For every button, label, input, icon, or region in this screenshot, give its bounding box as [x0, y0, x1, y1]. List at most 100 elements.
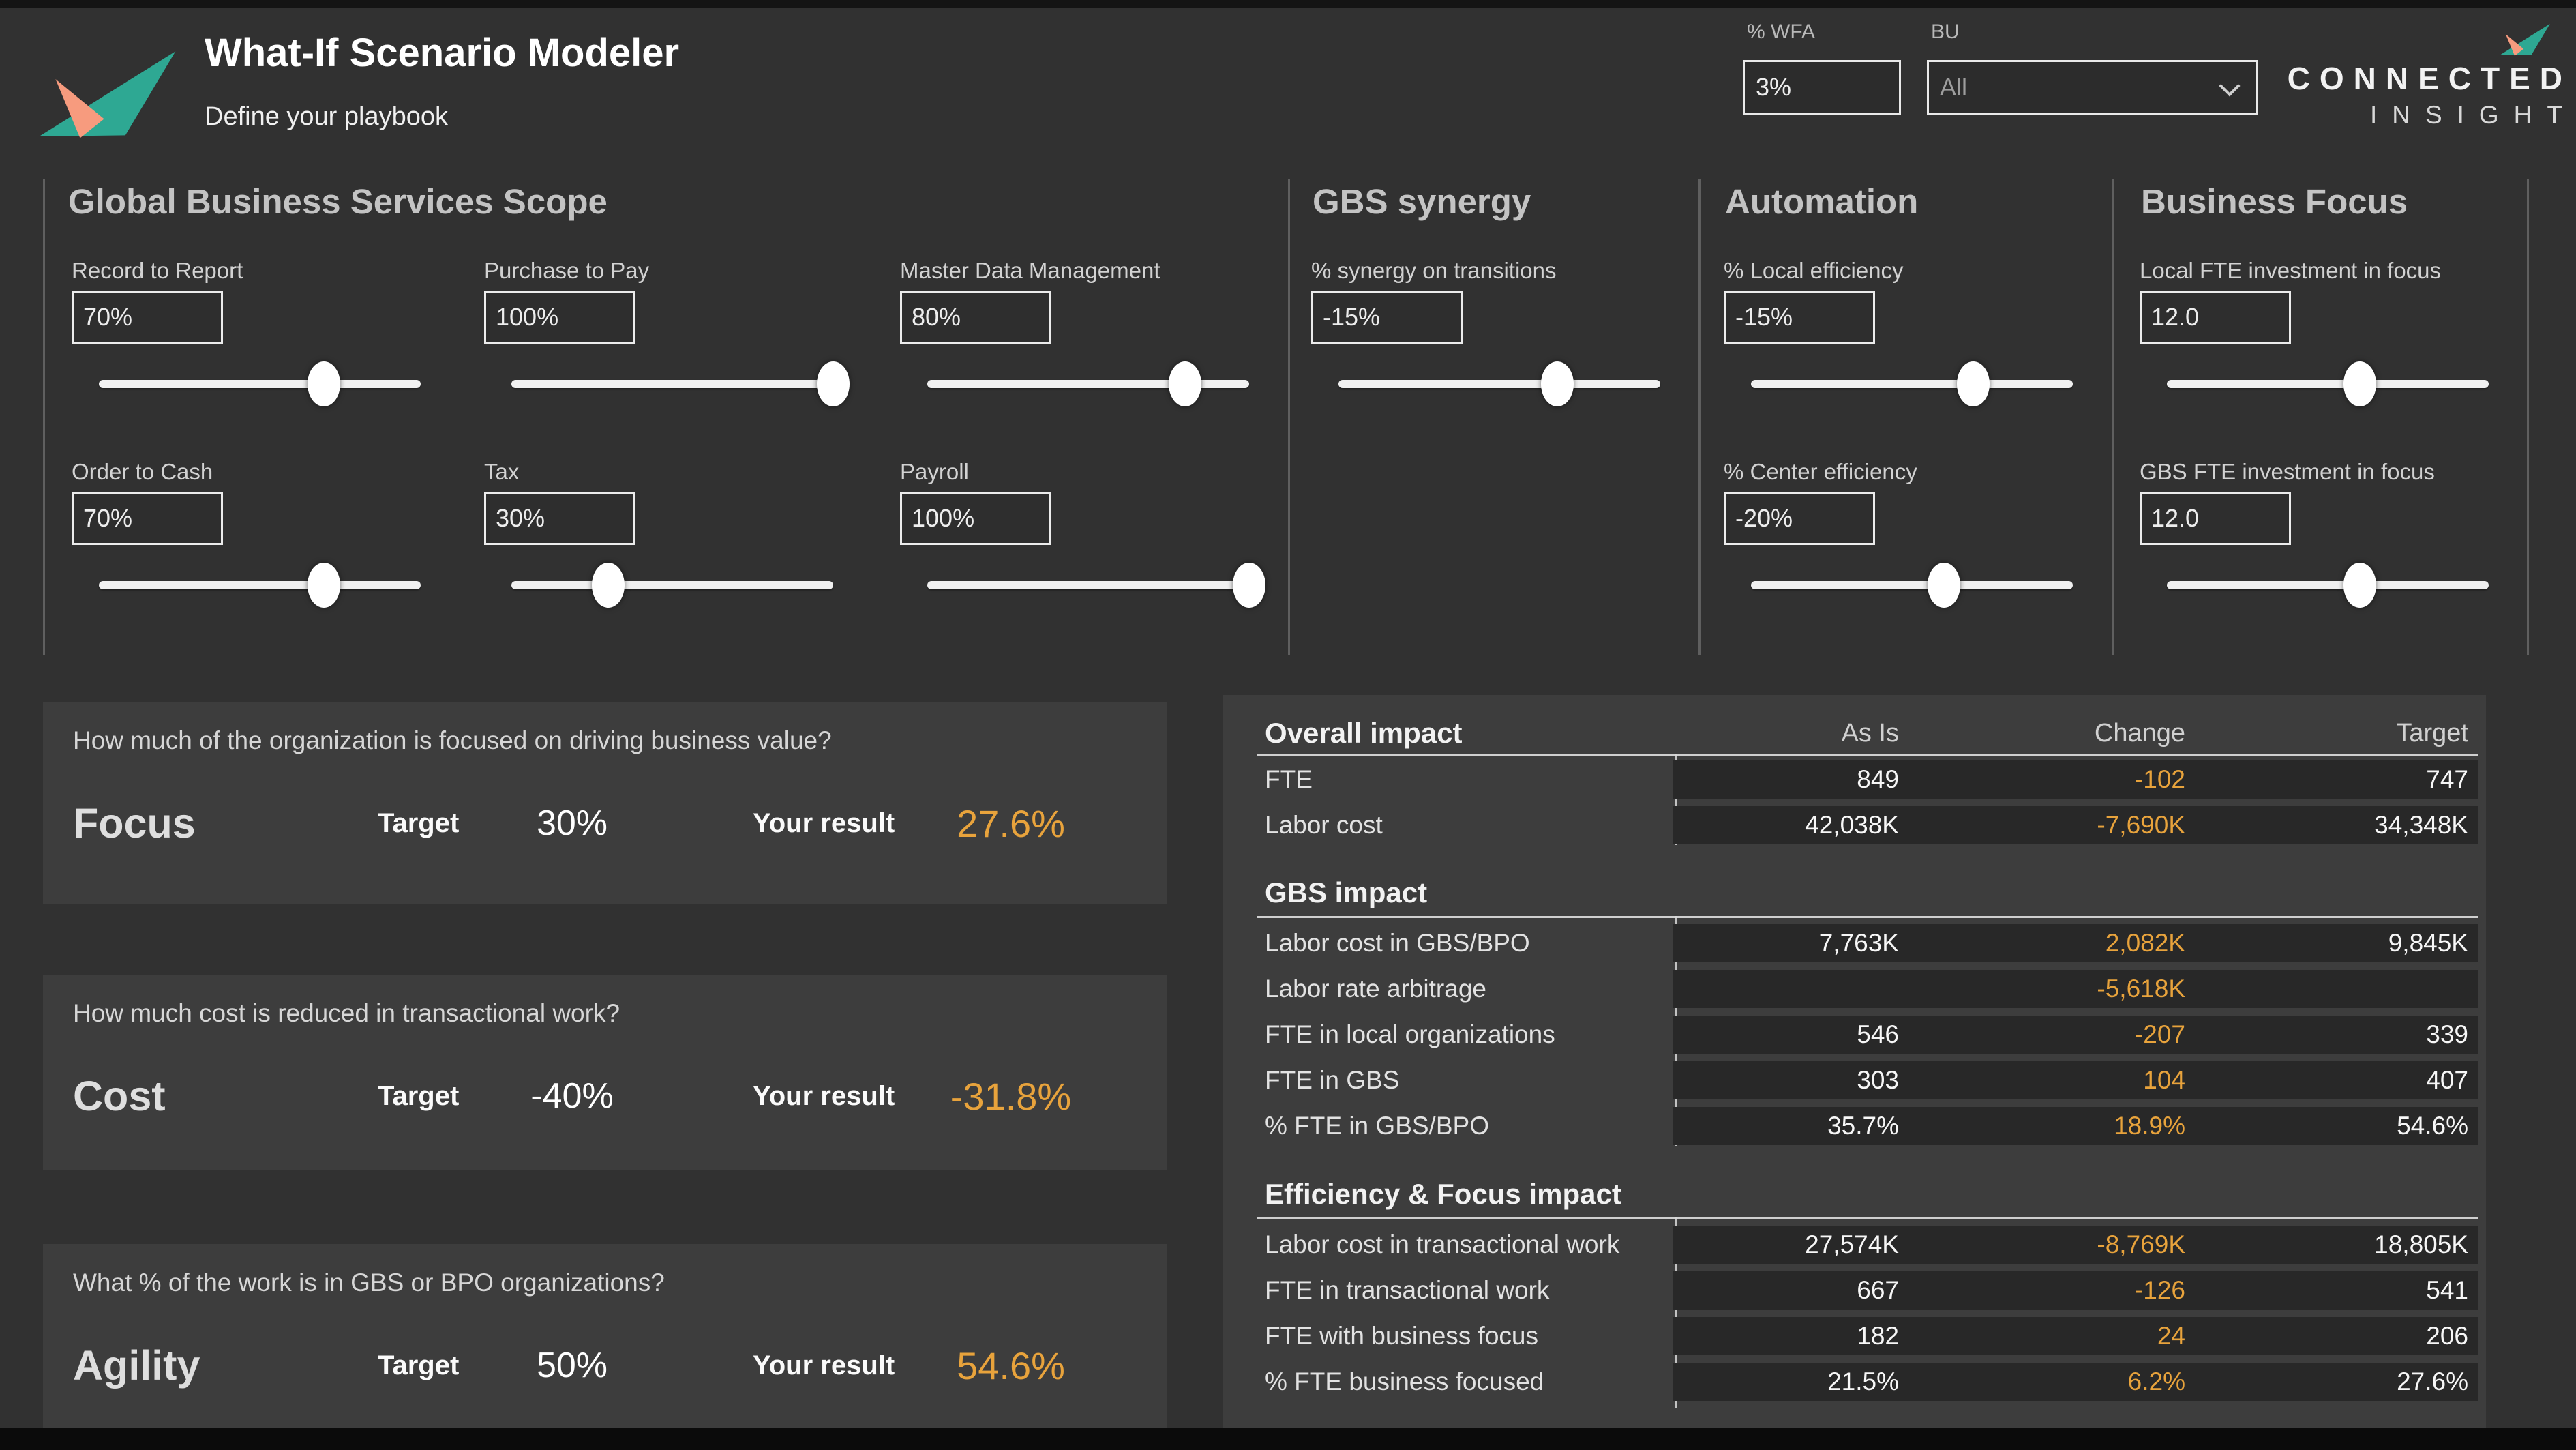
page-title: What-If Scenario Modeler	[205, 31, 680, 75]
slider-track[interactable]	[927, 563, 1265, 608]
section-divider	[2112, 179, 2114, 655]
slider-local-fte-investment: Local FTE investment in focus 12.0	[2140, 258, 2508, 406]
cell-as-is: 27,574K	[1673, 1226, 1908, 1264]
slider-thumb[interactable]	[1540, 361, 1574, 406]
table-row: % FTE in GBS/BPO 35.7% 18.9% 54.6%	[1257, 1107, 2478, 1145]
slider-track[interactable]	[99, 361, 421, 406]
slider-track[interactable]	[1338, 361, 1660, 406]
slider-thumb[interactable]	[591, 563, 625, 608]
cell-target: 18,805K	[2195, 1226, 2478, 1264]
kpi-result-value: -31.8%	[950, 1074, 1072, 1118]
slider-track[interactable]	[2167, 563, 2489, 608]
slider-thumb[interactable]	[308, 563, 341, 608]
row-label: FTE in GBS	[1265, 1066, 1400, 1094]
cell-target: 27.6%	[2195, 1363, 2478, 1401]
slider-thumb[interactable]	[817, 361, 850, 406]
slider-label: Record to Report	[72, 258, 243, 283]
cell-target: 407	[2195, 1061, 2478, 1099]
table-section-title: Overall impact	[1265, 717, 1463, 749]
slider-track[interactable]	[511, 563, 833, 608]
slider-label: Payroll	[900, 459, 969, 484]
cell-as-is: 35.7%	[1673, 1107, 1908, 1145]
slider-value: 30%	[496, 504, 545, 532]
slider-label: % synergy on transitions	[1311, 258, 1557, 283]
slider-value-input[interactable]: 70%	[72, 291, 223, 344]
column-header-target: Target	[2396, 718, 2468, 748]
row-label: FTE in transactional work	[1265, 1276, 1550, 1304]
slider-track[interactable]	[99, 563, 421, 608]
slider-thumb[interactable]	[1168, 361, 1201, 406]
wfa-input[interactable]: 3%	[1743, 60, 1901, 115]
slider-payroll: Payroll 100%	[900, 459, 1268, 608]
cell-as-is: 21.5%	[1673, 1363, 1908, 1401]
row-label: FTE in local organizations	[1265, 1020, 1555, 1048]
slider-value-input[interactable]: 70%	[72, 492, 223, 545]
slider-value-input[interactable]: 100%	[484, 291, 635, 344]
kpi-name: Focus	[73, 800, 196, 846]
kpi-card-agility: What % of the work is in GBS or BPO orga…	[43, 1244, 1167, 1428]
row-label: % FTE in GBS/BPO	[1265, 1112, 1489, 1140]
kpi-target-label: Target	[378, 808, 460, 838]
cell-target: 339	[2195, 1016, 2478, 1054]
slider-value-input[interactable]: -20%	[1724, 492, 1875, 545]
slider-value-input[interactable]: 80%	[900, 291, 1051, 344]
cell-target: 9,845K	[2195, 924, 2478, 962]
slider-value-input[interactable]: 12.0	[2140, 291, 2291, 344]
slider-label: Local FTE investment in focus	[2140, 258, 2442, 283]
table-header-row: Overall impact As Is Change Target	[1257, 713, 2478, 754]
kpi-target-label: Target	[378, 1080, 460, 1111]
cell-change: -102	[1908, 760, 2195, 799]
slider-track[interactable]	[2167, 361, 2489, 406]
table-section-title: Efficiency & Focus impact	[1265, 1178, 1621, 1210]
slider-purchase-to-pay: Purchase to Pay 100%	[484, 258, 852, 406]
kpi-card-cost: How much cost is reduced in transactiona…	[43, 975, 1167, 1170]
slider-thumb[interactable]	[308, 361, 341, 406]
cell-as-is: 546	[1673, 1016, 1908, 1054]
row-label: Labor cost in GBS/BPO	[1265, 929, 1530, 957]
wfa-filter-label: % WFA	[1747, 20, 1816, 43]
slider-track[interactable]	[927, 361, 1249, 406]
slider-value: 70%	[83, 303, 133, 331]
slider-thumb[interactable]	[1956, 361, 1990, 406]
section-title-business-focus: Business Focus	[2141, 182, 2408, 221]
slider-local-efficiency: % Local efficiency -15%	[1724, 258, 2092, 406]
section-title-gbs-synergy: GBS synergy	[1313, 182, 1531, 221]
cell-change: 18.9%	[1908, 1107, 2195, 1145]
slider-value: -20%	[1735, 504, 1793, 532]
slider-track[interactable]	[1751, 563, 2073, 608]
section-title-automation: Automation	[1725, 182, 1919, 221]
brand-name-line2: INSIGHT	[2369, 101, 2576, 129]
slider-value-input[interactable]: 12.0	[2140, 492, 2291, 545]
slider-label: % Local efficiency	[1724, 258, 1904, 283]
table-rows: FTE 849 -102 747 Labor cost 42,038K -7,6…	[1257, 760, 2478, 852]
kpi-row: Cost Target -40% Your result -31.8%	[73, 1062, 1137, 1130]
cell-change: -126	[1908, 1271, 2195, 1310]
bottom-strip	[0, 1428, 2576, 1450]
section-divider	[43, 179, 45, 655]
kpi-result-label: Your result	[753, 1350, 895, 1380]
slider-thumb[interactable]	[1928, 563, 1961, 608]
slider-track[interactable]	[511, 361, 850, 406]
slider-thumb[interactable]	[1233, 563, 1265, 608]
slider-value-input[interactable]: 30%	[484, 492, 635, 545]
table-row: Labor cost 42,038K -7,690K 34,348K	[1257, 806, 2478, 844]
slider-value-input[interactable]: -15%	[1311, 291, 1463, 344]
slider-track[interactable]	[1751, 361, 2073, 406]
slider-thumb[interactable]	[2343, 361, 2377, 406]
slider-value: 12.0	[2151, 504, 2200, 532]
slider-value-input[interactable]: 100%	[900, 492, 1051, 545]
slider-thumb[interactable]	[2343, 563, 2377, 608]
cell-change: -8,769K	[1908, 1226, 2195, 1264]
cell-change: -207	[1908, 1016, 2195, 1054]
slider-label: Order to Cash	[72, 459, 213, 484]
column-header-as-is: As Is	[1841, 718, 1899, 748]
slider-record-to-report: Record to Report 70%	[72, 258, 440, 406]
kpi-name: Cost	[73, 1073, 166, 1119]
bu-dropdown[interactable]: All	[1927, 60, 2258, 115]
slider-value: 100%	[496, 303, 559, 331]
cell-change: -7,690K	[1908, 806, 2195, 844]
slider-value-input[interactable]: -15%	[1724, 291, 1875, 344]
cell-change: 6.2%	[1908, 1363, 2195, 1401]
chevron-down-icon[interactable]	[2219, 75, 2241, 97]
